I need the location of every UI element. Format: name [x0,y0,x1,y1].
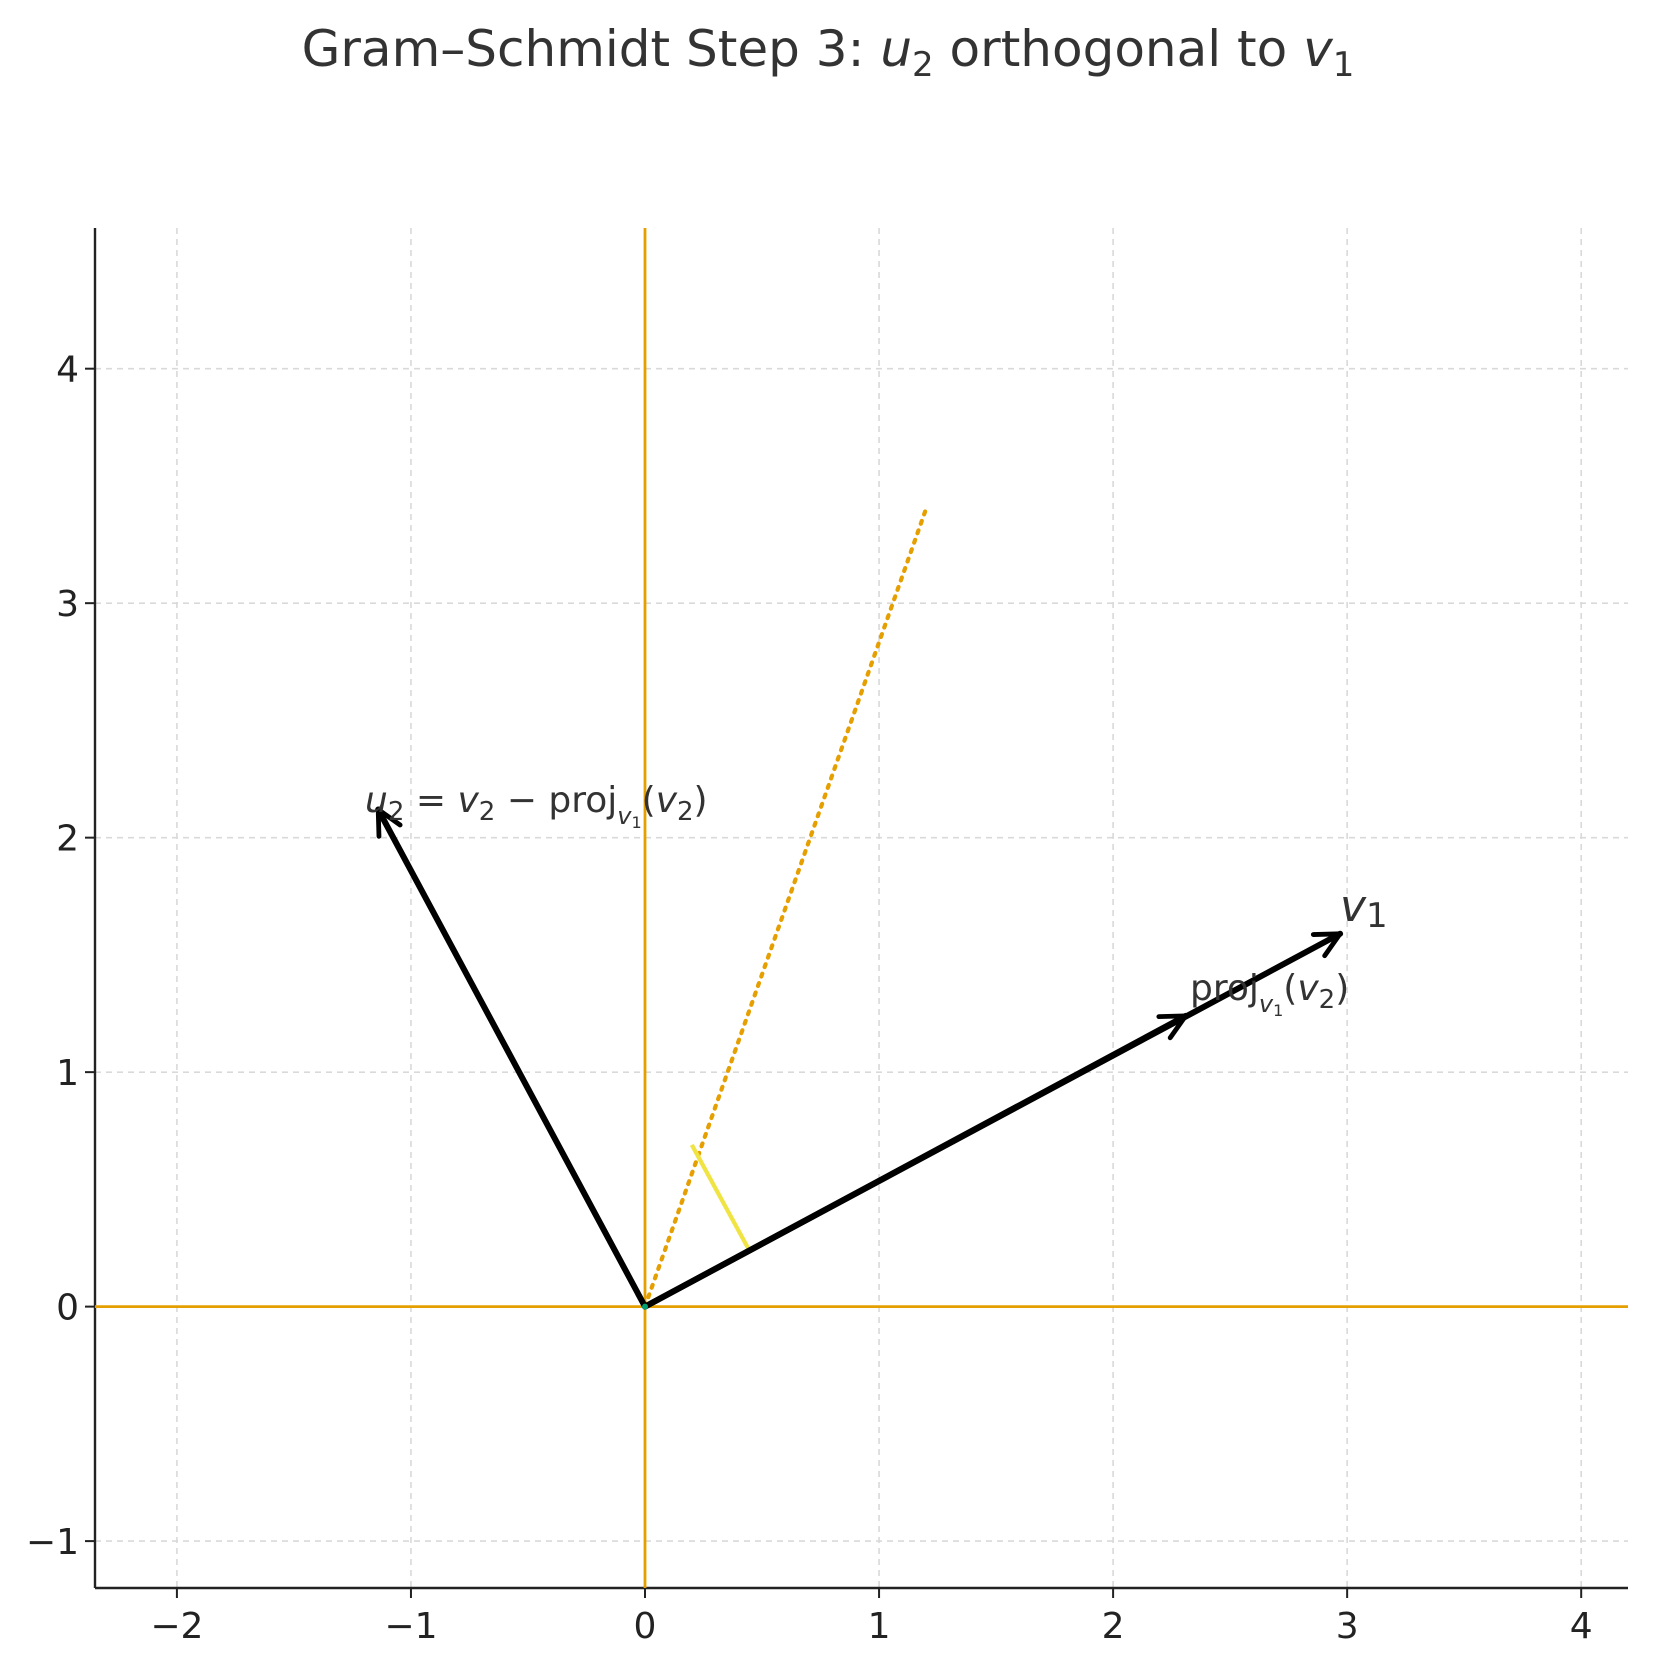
chart-title: Gram–Schmidt Step 3: u2 orthogonal to v1 [302,20,1355,85]
x-tick-label: −2 [150,1606,203,1647]
y-tick-label: 0 [56,1288,79,1329]
label-u2: u2 = v2 − projv1(v2) [365,780,708,832]
ticks: −2 −1 0 1 2 3 4 −1 0 1 2 3 4 [26,350,1593,1647]
v2-dotted-line [642,507,928,1309]
origin-point [642,1303,649,1310]
vector-u2 [375,806,649,1310]
x-tick-label: 3 [1336,1606,1359,1647]
x-tick-label: 4 [1570,1606,1593,1647]
y-tick-label: 1 [56,1053,79,1094]
y-tick-label: 2 [56,819,79,860]
label-projection: projv1(v2) [1190,968,1349,1020]
x-tick-label: 1 [868,1606,891,1647]
x-tick-label: −1 [384,1606,437,1647]
x-tick-label: 2 [1102,1606,1125,1647]
vector-projection [642,1012,1189,1310]
right-angle-marker [689,1143,750,1250]
grid [95,228,1628,1588]
y-tick-label: −1 [26,1522,79,1563]
label-v1: v1 [1340,881,1388,936]
y-tick-label: 3 [56,584,79,625]
x-tick-label: 0 [634,1606,657,1647]
y-tick-label: 4 [56,350,79,391]
